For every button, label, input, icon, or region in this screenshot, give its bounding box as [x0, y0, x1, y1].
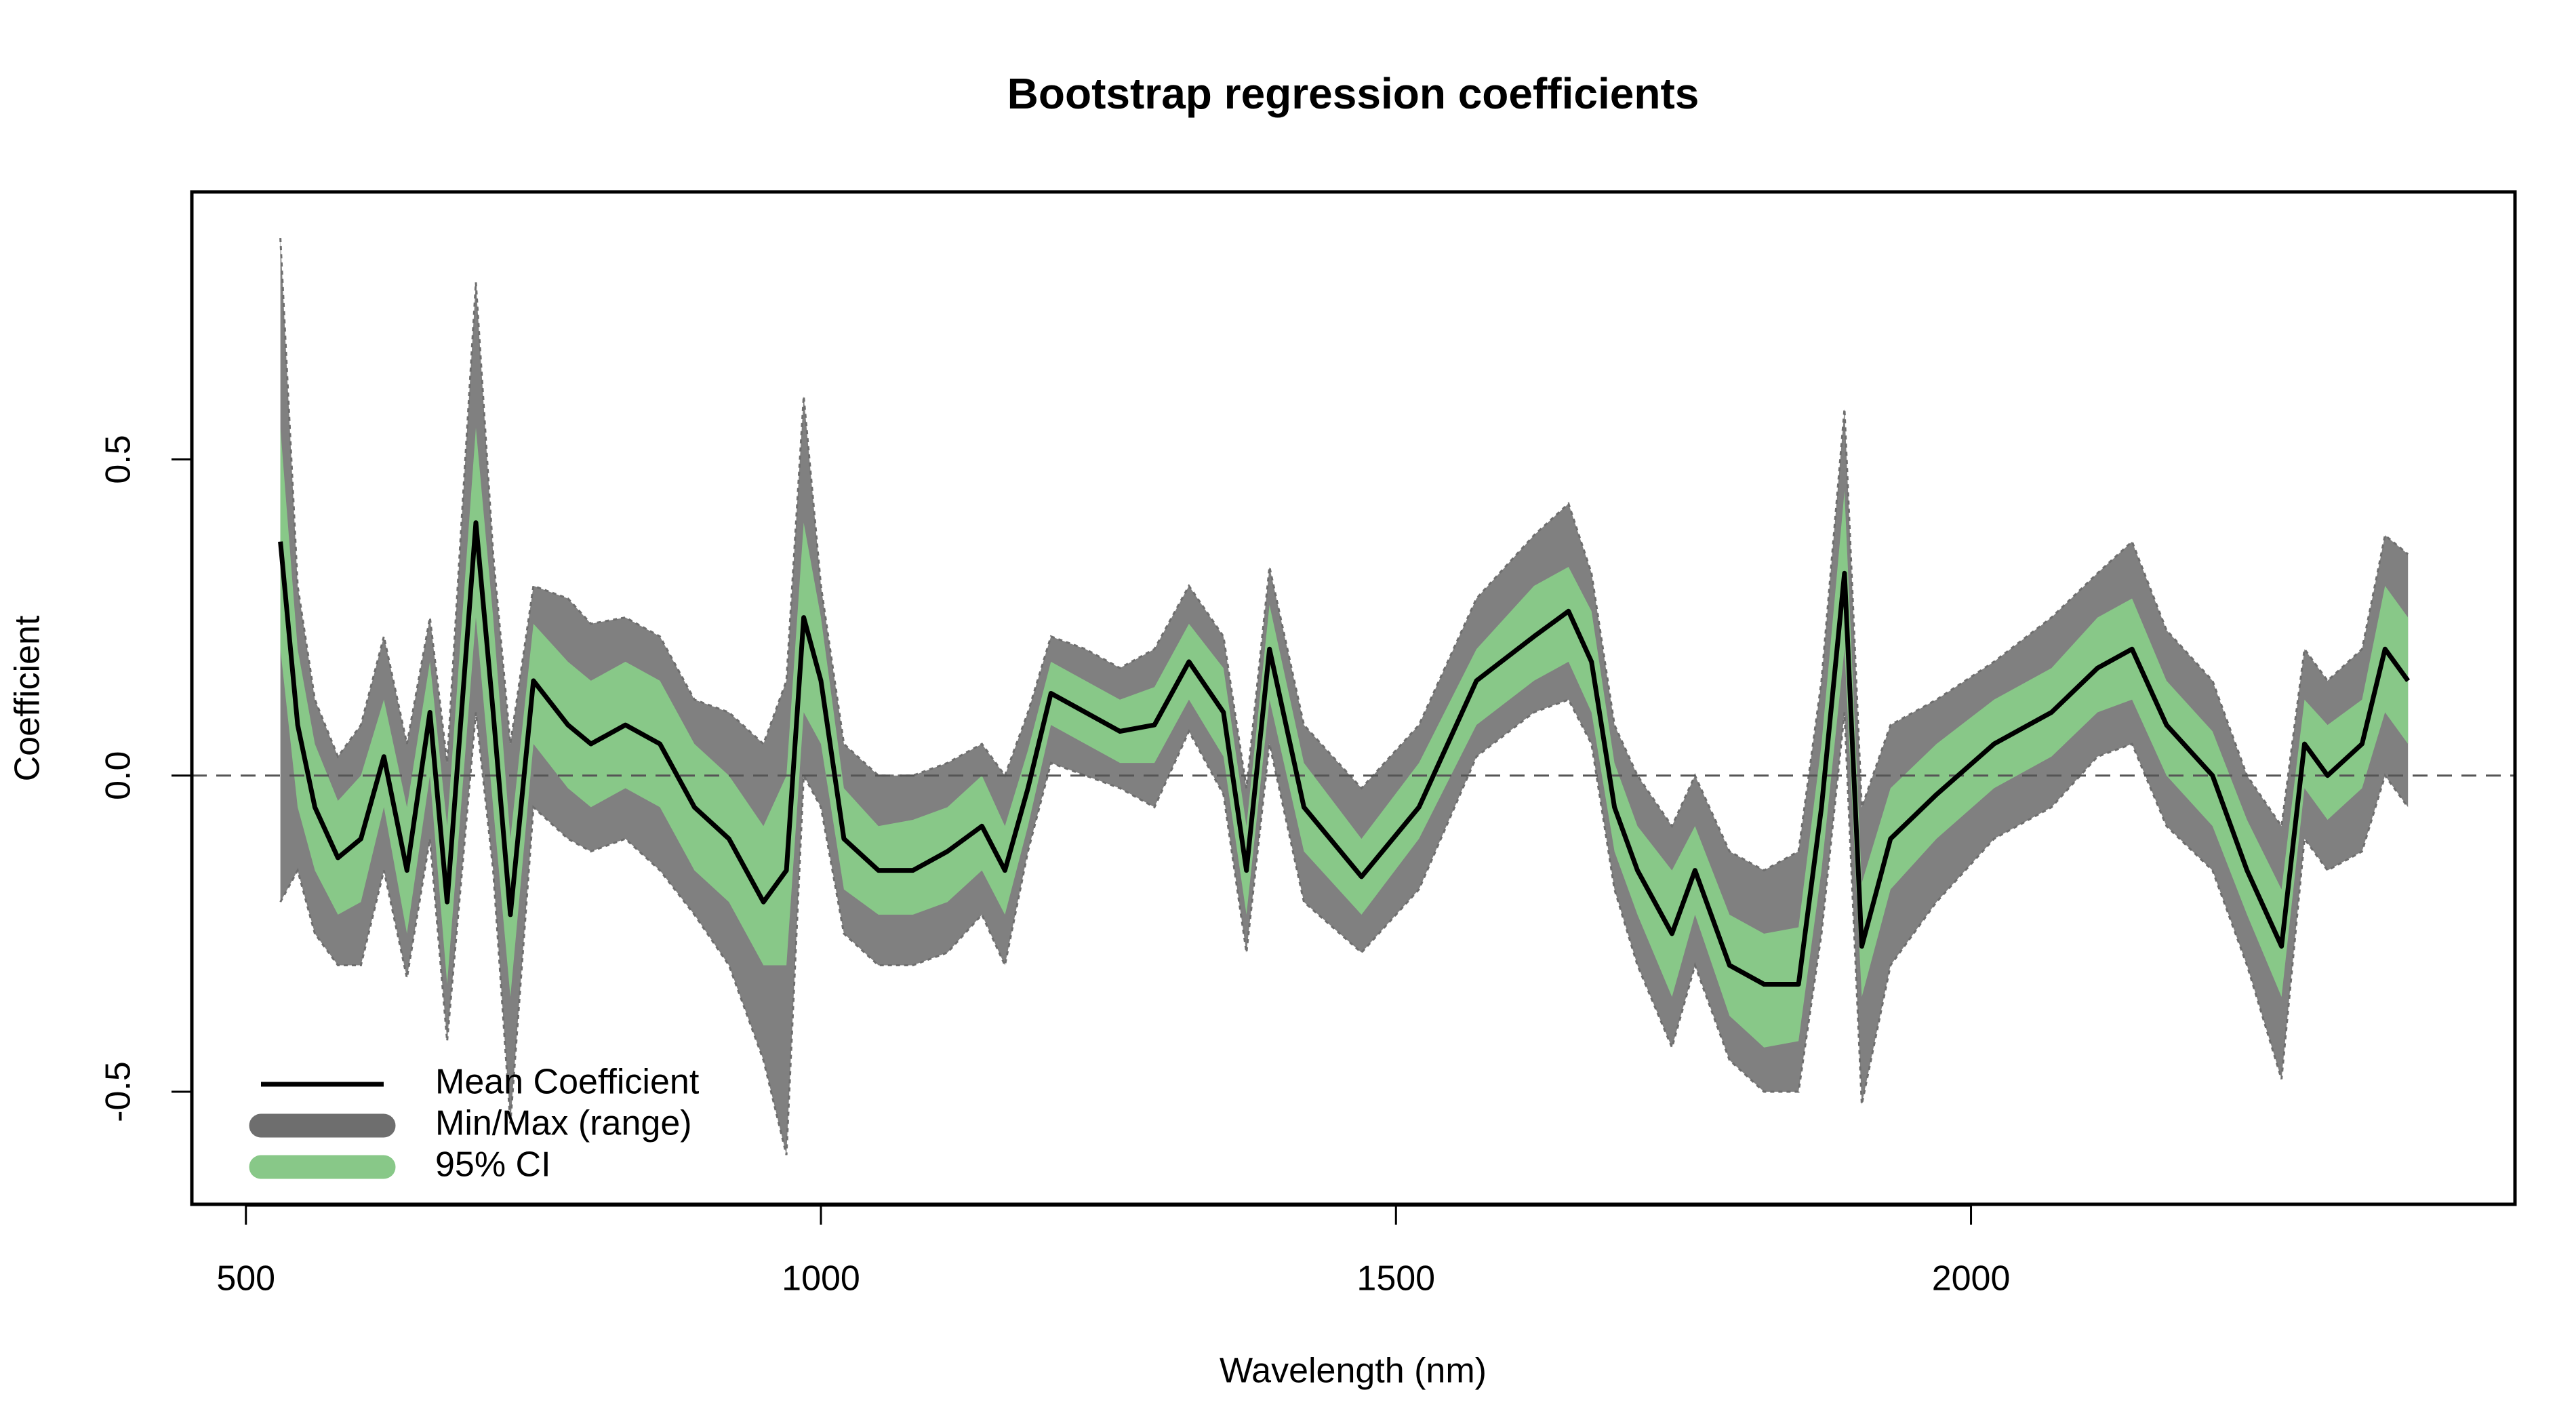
band-edge [279, 698, 2409, 1155]
legend-label: Min/Max (range) [435, 1104, 692, 1143]
x-tick-label: 1000 [782, 1259, 860, 1299]
x-tick-label: 2000 [1932, 1259, 2011, 1299]
y-tick-label: 0.5 [99, 435, 138, 483]
plot-area [192, 238, 2515, 1155]
legend-label: Mean Coefficient [435, 1063, 700, 1102]
y-tick-label: -0.5 [99, 1061, 138, 1122]
y-tick-label: 0.0 [99, 751, 138, 800]
x-tick-label: 500 [216, 1259, 275, 1299]
y-axis-label: Coefficient [8, 615, 47, 781]
plot-frame [190, 190, 2517, 1206]
mean-line [278, 520, 2411, 987]
x-axis-label: Wavelength (nm) [1220, 1351, 1487, 1391]
chart-title: Bootstrap regression coefficients [1007, 69, 1699, 118]
x-tick-label: 1500 [1356, 1259, 1435, 1299]
legend-label: 95% CI [435, 1145, 551, 1185]
